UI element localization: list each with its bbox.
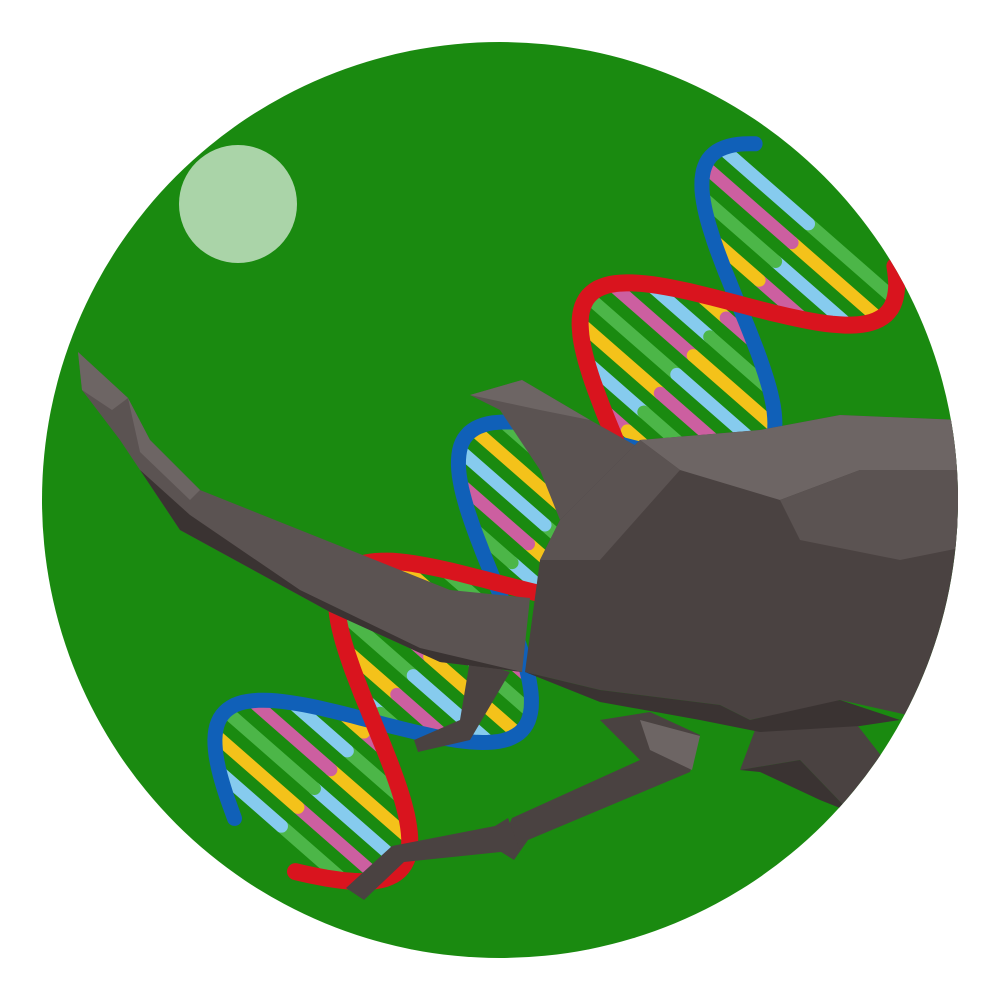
dna-base-pair-segment xyxy=(324,763,417,846)
dna-base-pair-segment xyxy=(698,159,799,250)
beetle-head-highlight xyxy=(470,380,590,420)
dna-base-pair-segment xyxy=(605,277,700,363)
dna-base-pair-segment xyxy=(715,141,816,231)
beetle-leg-back xyxy=(498,712,700,860)
dna-base-pair-segment xyxy=(581,290,684,381)
beetle-leg-front xyxy=(414,660,510,752)
beetle-icon xyxy=(78,352,958,900)
dna-strand-blue xyxy=(207,136,783,826)
dna-base-pair-segment xyxy=(686,349,782,434)
beetle-horn xyxy=(78,352,530,672)
dna-base-pair-segment xyxy=(454,478,536,551)
beetle-body-lower-facet xyxy=(525,672,900,732)
dna-base-pair-segment xyxy=(573,316,667,400)
dna-base-pair-segment xyxy=(769,254,855,332)
dna-base-pair-segment xyxy=(696,191,783,268)
dna-base-pair-segment xyxy=(212,765,288,833)
beetle-foot-back xyxy=(346,818,520,900)
beetle-body-mid-facet xyxy=(780,470,958,560)
beetle-horn-ridge xyxy=(128,398,200,500)
dna-base-pair-segment xyxy=(208,728,305,814)
dna-base-pair-segment xyxy=(467,422,568,513)
dna-base-pair-segment xyxy=(291,800,388,887)
dna-base-pair-segment xyxy=(785,236,886,326)
beetle-leg-back-highlight xyxy=(640,720,700,770)
dna-base-pair-segment xyxy=(453,443,552,532)
beetle-leg-right-shadow xyxy=(740,760,850,812)
beetle-body-top-facet xyxy=(640,415,958,500)
dna-base-pair-segment xyxy=(406,669,497,749)
dna-base-pair-segment xyxy=(245,694,338,777)
beetle-body-side-facet xyxy=(540,440,680,560)
highlight-dot xyxy=(179,145,297,263)
dna-base-pair-segment xyxy=(219,704,321,796)
dna-base-pair-segment xyxy=(802,217,902,306)
beetle-horn-tip xyxy=(78,352,128,410)
